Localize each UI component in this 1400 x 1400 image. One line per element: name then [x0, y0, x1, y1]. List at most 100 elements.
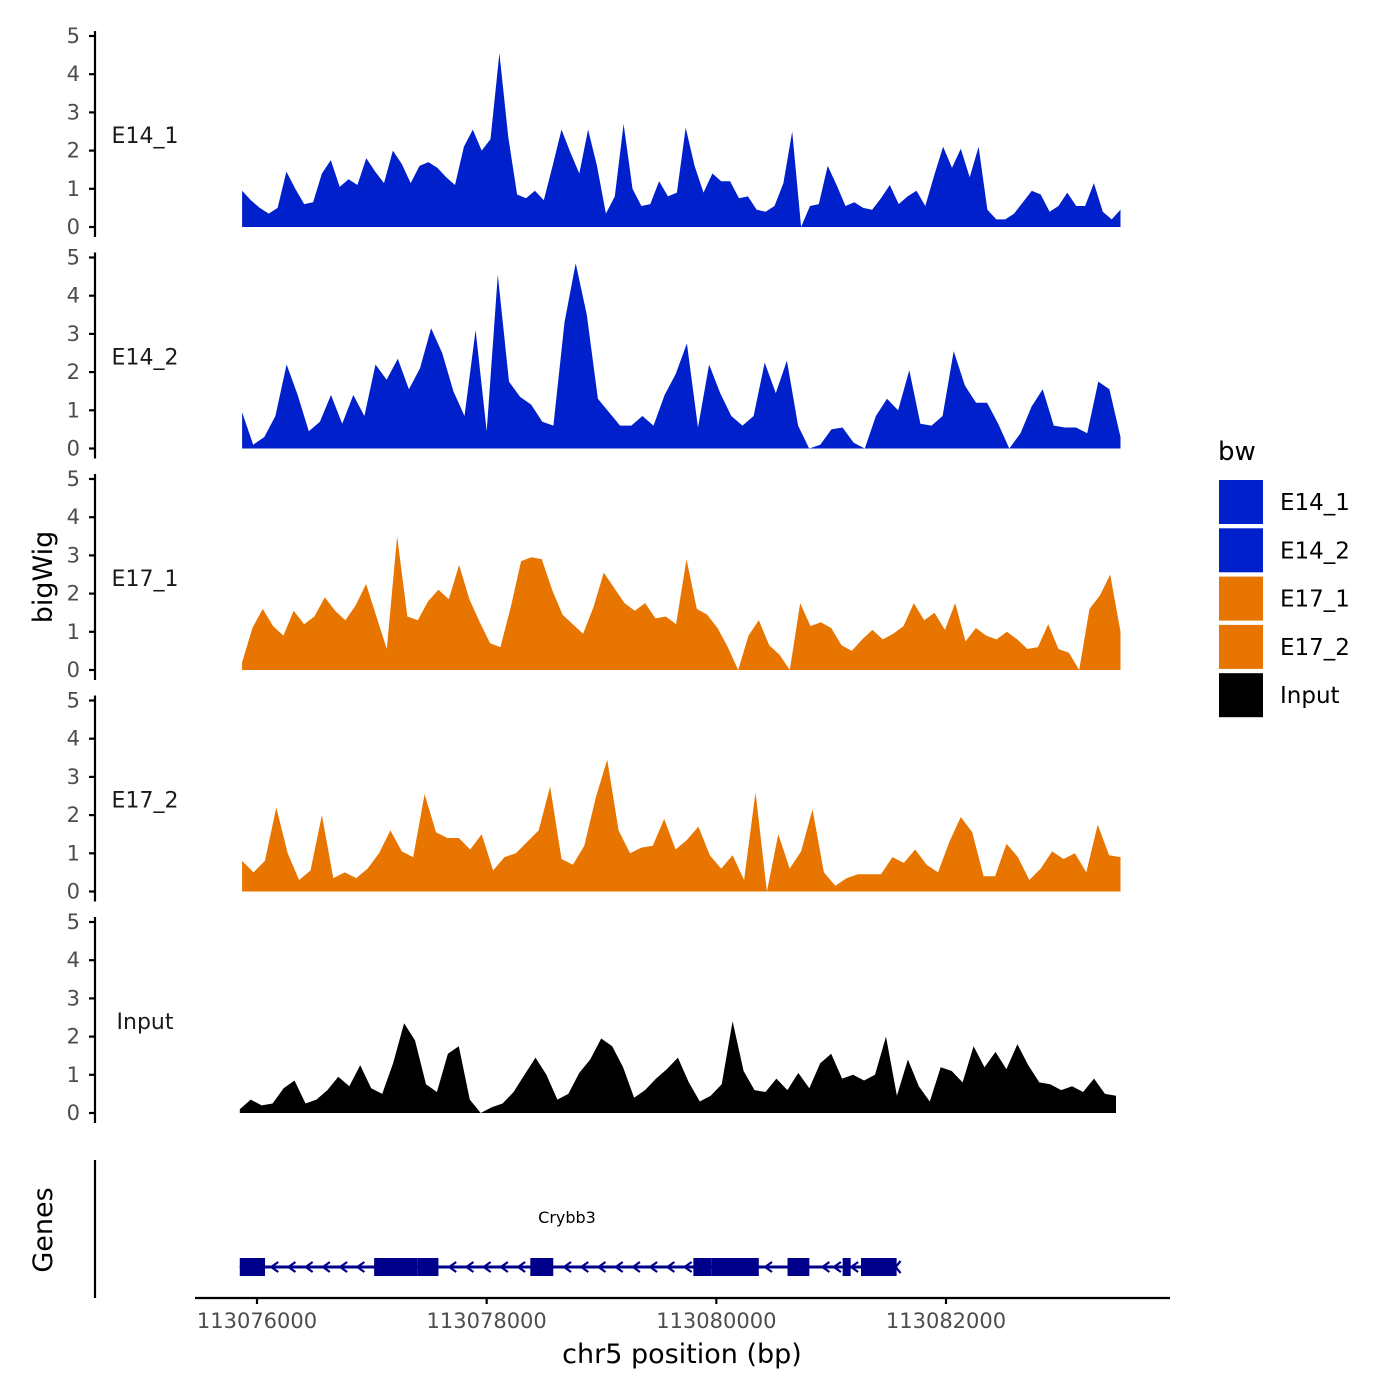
x-tick-label-0: 113076000 [197, 1309, 317, 1333]
area-Input [239, 1021, 1117, 1113]
strand-arrow-19 [763, 1261, 773, 1273]
strand-arrow-10 [516, 1261, 526, 1273]
track-E17_1: 0 1 2 3 4 5 E17_1 [67, 467, 1121, 682]
y-tick-label-E17_2-0: 0 [67, 880, 80, 904]
strand-arrow-7 [464, 1261, 475, 1273]
y-axis-title: bigWig [28, 531, 59, 624]
y-tick-label-E14_1-3: 3 [67, 100, 80, 124]
track-E17_2: 0 1 2 3 4 5 E17_2 [67, 689, 1121, 904]
exon-2 [417, 1258, 439, 1276]
strand-arrow-21 [832, 1261, 842, 1273]
y-tick-label-E17_1-5: 5 [67, 467, 80, 491]
y-tick-label-E17_1-2: 2 [67, 582, 80, 606]
exon-5 [711, 1258, 759, 1276]
y-tick-label-Input-4: 4 [67, 948, 80, 972]
track-label-E17_1: E17_1 [112, 567, 179, 592]
track-label-E14_2: E14_2 [112, 346, 179, 371]
x-tick-label-1: 113078000 [427, 1309, 547, 1333]
legend-swatch-E17_1 [1219, 576, 1263, 621]
strand-arrow-4 [338, 1261, 348, 1273]
strand-arrow-11 [562, 1261, 572, 1273]
exon-0 [239, 1258, 266, 1276]
track-Input: 0 1 2 3 4 5 Input [67, 910, 1117, 1125]
area-E14_1 [242, 53, 1121, 228]
area-E17_1 [242, 536, 1121, 670]
legend-title: bw [1218, 437, 1256, 467]
legend-swatch-E14_1 [1219, 480, 1263, 524]
track-label-E17_2: E17_2 [112, 789, 179, 814]
strand-arrow-6 [447, 1261, 457, 1273]
y-tick-label-Input-2: 2 [67, 1025, 80, 1049]
legend-label-E17_2: E17_2 [1280, 635, 1350, 661]
y-tick-label-Input-3: 3 [67, 986, 80, 1010]
x-axis-title: chr5 position (bp) [562, 1339, 802, 1370]
exon-1 [374, 1258, 418, 1276]
x-tick-label-2: 113080000 [656, 1309, 776, 1333]
strand-arrow-1 [286, 1261, 297, 1273]
strand-arrow-17 [665, 1261, 676, 1273]
strand-arrow-0 [269, 1261, 279, 1273]
y-tick-label-E14_2-3: 3 [67, 322, 80, 346]
exon-8 [861, 1258, 897, 1276]
strand-arrow-5 [355, 1261, 365, 1273]
y-tick-label-E14_1-4: 4 [67, 62, 80, 86]
y-tick-label-E17_1-3: 3 [67, 543, 80, 567]
legend-swatch-E17_2 [1219, 624, 1263, 669]
strand-arrow-18 [682, 1261, 693, 1273]
legend-label-E17_1: E17_1 [1280, 587, 1350, 613]
y-tick-label-E17_2-4: 4 [67, 727, 80, 751]
exon-7 [842, 1258, 851, 1276]
x-axis: 113076000 113078000 113080000 113082000 [195, 1296, 1170, 1333]
strand-arrow-15 [631, 1261, 641, 1273]
track-E14_2: 0 1 2 3 4 5 E14_2 [67, 246, 1121, 461]
gene-track: Crybb3 [93, 1160, 902, 1298]
y-tick-label-E14_2-0: 0 [67, 437, 80, 461]
y-tick-label-Input-0: 0 [67, 1101, 80, 1125]
y-tick-label-E14_1-5: 5 [67, 24, 80, 48]
strand-arrow-22 [849, 1261, 859, 1273]
y-tick-label-Input-5: 5 [67, 910, 80, 934]
strand-arrow-2 [303, 1261, 314, 1273]
strand-arrow-3 [321, 1261, 331, 1273]
strand-arrow-8 [481, 1261, 492, 1273]
legend-label-Input: Input [1280, 683, 1340, 709]
y-tick-label-E17_1-0: 0 [67, 658, 80, 682]
y-tick-label-E14_1-1: 1 [67, 177, 80, 201]
gene-name-label: Crybb3 [538, 1208, 596, 1227]
area-E14_2 [242, 263, 1121, 449]
y-tick-label-Input-1: 1 [67, 1063, 80, 1087]
strand-arrow-14 [613, 1261, 624, 1273]
y-tick-label-E14_1-2: 2 [67, 139, 80, 163]
exon-4 [693, 1258, 712, 1276]
y-tick-label-E17_1-1: 1 [67, 620, 80, 644]
y-tick-label-E17_1-4: 4 [67, 505, 80, 529]
y-tick-label-E14_2-5: 5 [67, 246, 80, 270]
signal-tracks: 0 1 2 3 4 5 E14_1 0 1 2 3 4 5 E14_2 0 1 2 3 4 5 E17_1 0 1 2 3 4 5 E… [67, 24, 1121, 1125]
exon-6 [787, 1258, 810, 1276]
y-tick-label-E17_2-5: 5 [67, 689, 80, 713]
track-label-E14_1: E14_1 [112, 124, 179, 149]
strand-arrow-20 [820, 1261, 831, 1273]
track-label-Input: Input [117, 1010, 174, 1035]
legend: E14_1 E14_2 E17_1 E17_2 Input [1219, 480, 1350, 718]
y-tick-label-E14_2-2: 2 [67, 360, 80, 384]
legend-label-E14_1: E14_1 [1280, 490, 1350, 516]
exon-3 [530, 1258, 554, 1276]
y-tick-label-E14_2-4: 4 [67, 284, 80, 308]
y-tick-label-E17_2-2: 2 [67, 803, 80, 827]
y-tick-label-E17_2-3: 3 [67, 765, 80, 789]
strand-arrow-13 [596, 1261, 607, 1273]
y-tick-label-E17_2-1: 1 [67, 841, 80, 865]
strand-arrow-12 [579, 1261, 589, 1273]
legend-swatch-E14_2 [1219, 528, 1263, 573]
genes-track-title: Genes [28, 1187, 59, 1272]
track-E14_1: 0 1 2 3 4 5 E14_1 [67, 24, 1121, 239]
area-E17_2 [242, 759, 1121, 892]
strand-arrow-16 [648, 1261, 658, 1273]
y-tick-label-E14_2-1: 1 [67, 398, 80, 422]
x-tick-label-3: 113082000 [886, 1309, 1006, 1333]
y-tick-label-E14_1-0: 0 [67, 215, 80, 239]
strand-arrow-9 [498, 1261, 509, 1273]
legend-label-E14_2: E14_2 [1280, 538, 1350, 564]
